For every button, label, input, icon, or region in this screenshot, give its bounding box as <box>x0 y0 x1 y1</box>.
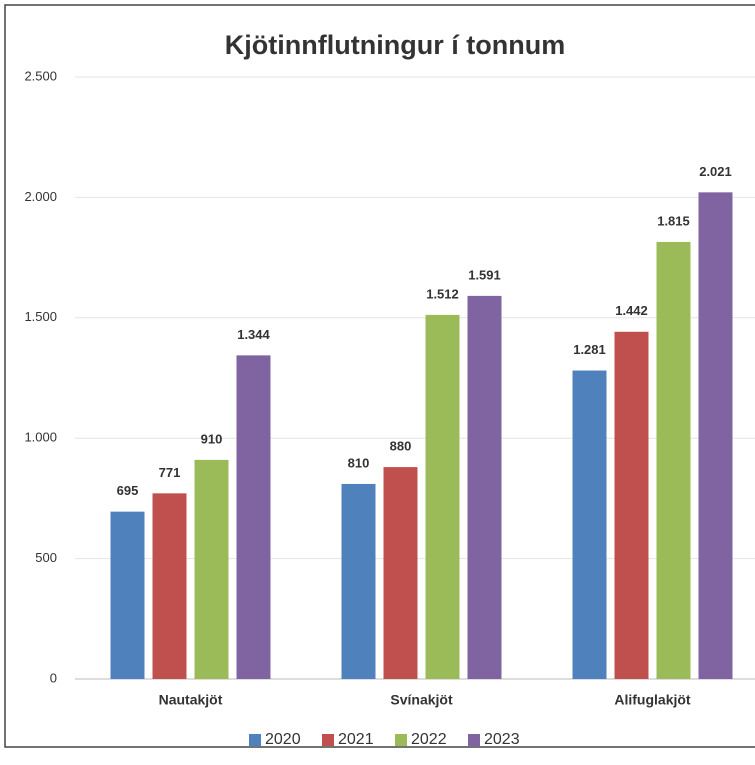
bar <box>194 459 229 679</box>
y-tick-label: 500 <box>35 550 57 565</box>
value-label: 910 <box>201 431 223 446</box>
bar <box>152 493 187 679</box>
y-tick-label: 1.500 <box>24 309 57 324</box>
y-tick-label: 1.000 <box>24 430 57 445</box>
bar <box>656 241 691 679</box>
legend-swatch <box>395 734 407 746</box>
bar <box>698 192 733 679</box>
y-tick-label: 2.000 <box>24 189 57 204</box>
legend-label: 2023 <box>484 731 520 748</box>
legend-swatch <box>249 734 261 746</box>
bar <box>110 511 145 679</box>
value-label: 771 <box>159 465 181 480</box>
bar <box>572 370 607 679</box>
legend-label: 2022 <box>411 731 447 748</box>
value-label: 880 <box>390 439 412 454</box>
bar <box>236 355 271 679</box>
x-tick-label: Alifuglakjöt <box>614 692 691 708</box>
y-tick-label: 0 <box>50 670 57 685</box>
value-label: 2.021 <box>699 164 732 179</box>
x-tick-label: Nautakjöt <box>159 692 223 708</box>
legend-swatch <box>322 734 334 746</box>
bar <box>425 314 460 679</box>
x-tick-label: Svínakjöt <box>390 692 453 708</box>
value-label: 1.512 <box>426 286 459 301</box>
value-label: 1.442 <box>615 303 648 318</box>
legend-label: 2020 <box>265 731 301 748</box>
legend-label: 2021 <box>338 731 374 748</box>
value-label: 1.815 <box>657 213 690 228</box>
bar <box>383 467 418 679</box>
y-tick-label: 2.500 <box>24 68 57 83</box>
bar <box>341 483 376 679</box>
bar <box>614 331 649 679</box>
chart-title: Kjötinnflutningur í tonnum <box>225 30 565 60</box>
value-label: 1.591 <box>468 267 501 282</box>
value-label: 1.344 <box>237 327 270 342</box>
bar <box>467 295 502 679</box>
value-label: 695 <box>117 483 139 498</box>
legend-swatch <box>468 734 480 746</box>
value-label: 1.281 <box>573 342 606 357</box>
value-label: 810 <box>348 455 370 470</box>
